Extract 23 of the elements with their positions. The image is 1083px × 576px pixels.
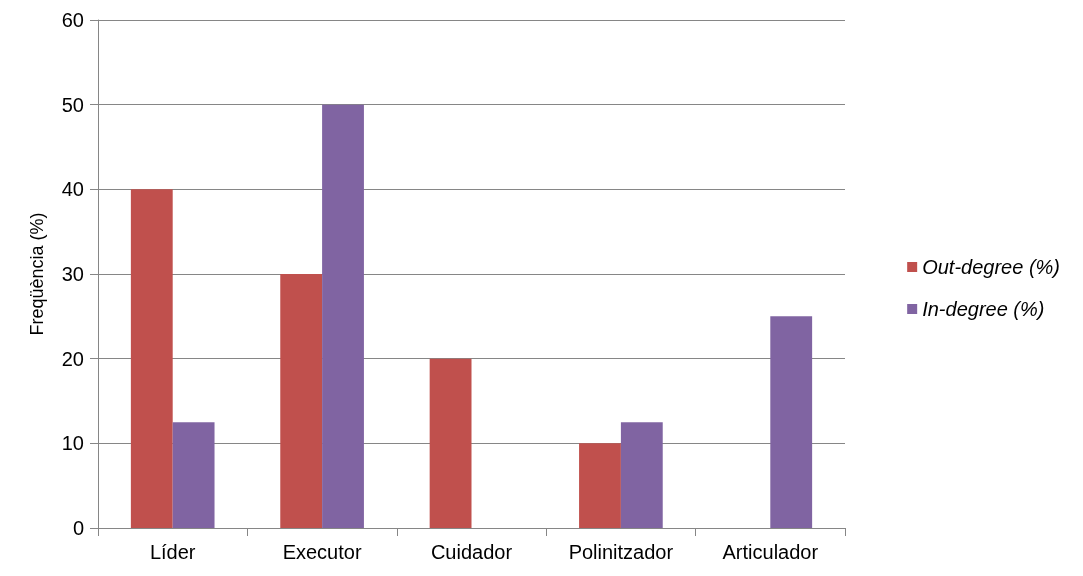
- x-tick-label: Executor: [282, 541, 362, 563]
- x-tick-label: Polinitzador: [568, 541, 674, 563]
- y-tick-label: 50: [61, 93, 84, 116]
- bar: [579, 443, 621, 528]
- y-tick-label: 10: [61, 432, 84, 455]
- bar: [172, 422, 215, 528]
- y-tick-label: 30: [61, 263, 84, 285]
- y-tick-label: 40: [61, 178, 84, 201]
- x-tick-label: Articulador: [722, 541, 819, 563]
- y-tick-label: 20: [61, 347, 84, 370]
- bar: [322, 104, 364, 528]
- y-axis-title: Freqüència (%): [27, 212, 47, 336]
- legend-label: Out-degree (%): [922, 256, 1061, 278]
- bar: [770, 316, 813, 528]
- legend-label: In-degree (%): [922, 298, 1045, 320]
- bar: [620, 422, 663, 528]
- y-tick-label: 60: [61, 9, 84, 31]
- y-tick-label: 0: [72, 517, 84, 539]
- bar: [429, 358, 472, 528]
- x-tick-label: Cuidador: [430, 541, 513, 563]
- x-tick-label: Líder: [149, 541, 196, 563]
- bar: [280, 274, 323, 528]
- bar: [130, 189, 173, 528]
